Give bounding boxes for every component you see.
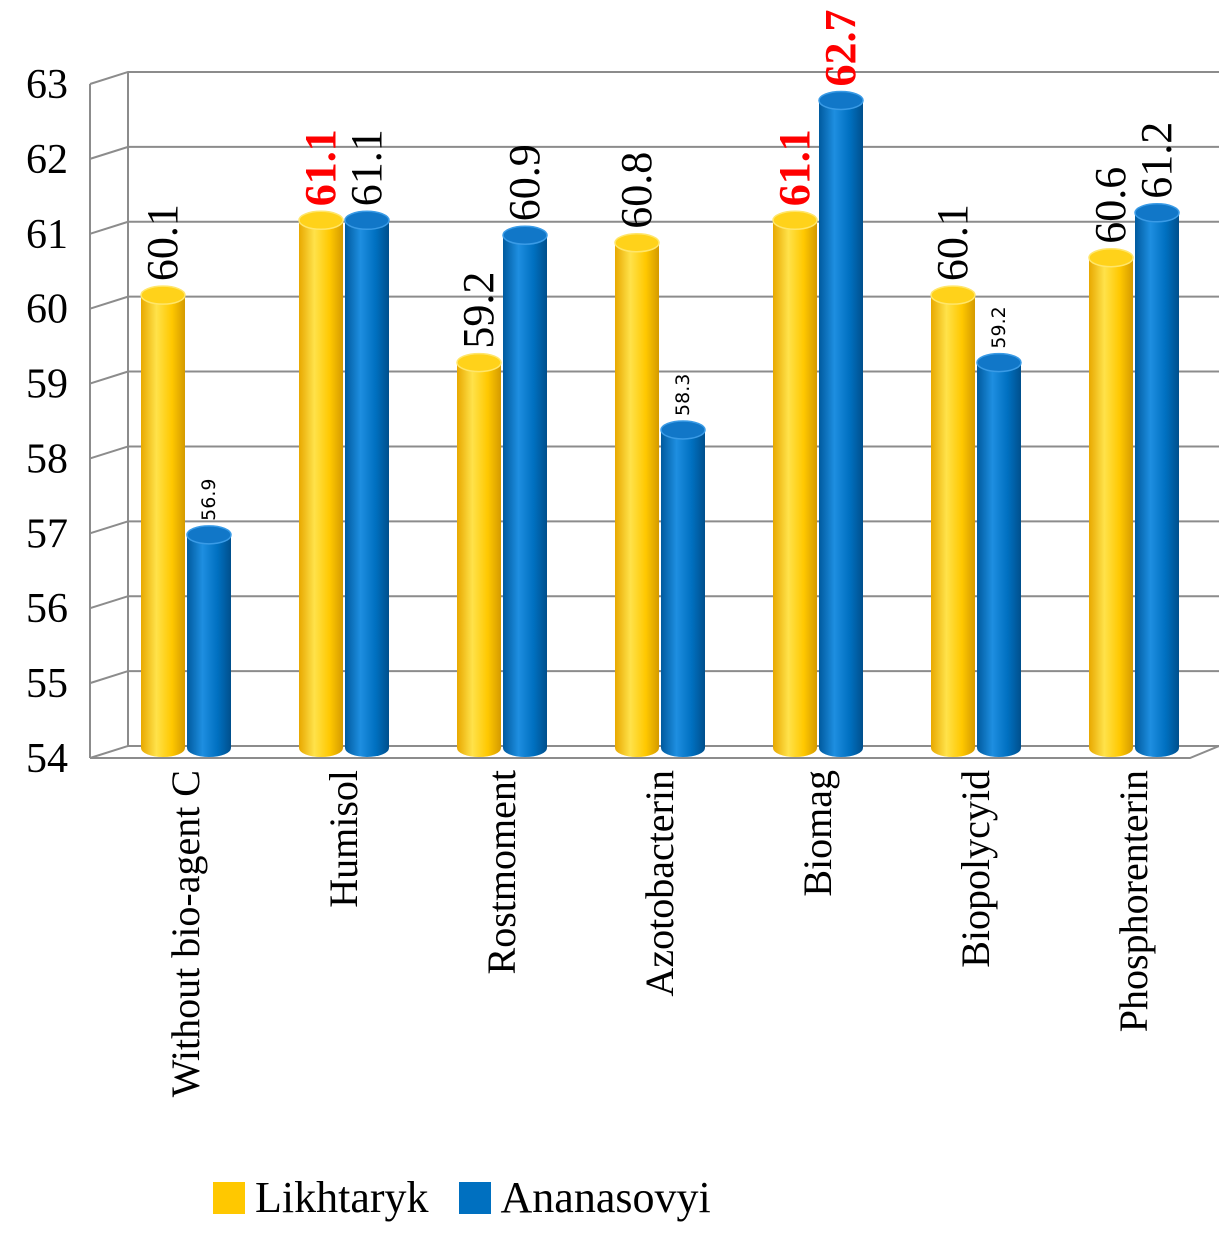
grid-layer: 54 55 56 57 58 59 60 61 62 63 xyxy=(26,62,1219,782)
bar-ananasovyi-5 xyxy=(976,352,1022,757)
bar-body xyxy=(773,220,817,758)
data-label-ananasovyi-6: 61.2 xyxy=(1132,122,1181,199)
bar-cap xyxy=(976,352,1022,373)
gridline xyxy=(89,71,1219,85)
x-category-label: Phosphorenterin xyxy=(1111,770,1156,1032)
bar-ananasovyi-4 xyxy=(818,90,864,757)
bars-layer xyxy=(140,90,1180,758)
data-label-ananasovyi-4: 62.7 xyxy=(816,9,865,86)
bar-cap xyxy=(1088,247,1134,268)
bar-cap xyxy=(502,225,548,246)
data-label-likhtaryk-2: 59.2 xyxy=(454,272,503,349)
x-category-label: Humisol xyxy=(321,770,366,908)
bar-likhtaryk-4 xyxy=(772,210,818,758)
y-tick-label: 63 xyxy=(26,62,68,108)
y-tick-label: 54 xyxy=(26,736,68,782)
bar-ananasovyi-3 xyxy=(660,420,706,757)
legend-swatch-ananasovyi xyxy=(458,1181,491,1214)
bar-likhtaryk-3 xyxy=(614,233,660,757)
y-tick-label: 61 xyxy=(26,212,68,258)
legend-label-likhtaryk: Likhtaryk xyxy=(255,1173,429,1222)
bar-cap xyxy=(140,285,186,305)
bar-cap xyxy=(1134,203,1180,223)
bar-likhtaryk-5 xyxy=(930,285,976,757)
bar-body xyxy=(931,295,975,757)
data-label-likhtaryk-1: 61.1 xyxy=(296,129,345,206)
data-label-ananasovyi-2: 60.9 xyxy=(500,144,549,221)
bar-likhtaryk-2 xyxy=(456,352,502,757)
bar-cap xyxy=(818,90,864,111)
bar-body xyxy=(819,100,863,757)
bar-body xyxy=(299,220,343,758)
data-label-ananasovyi-3: 58.3 xyxy=(672,374,694,416)
bar-cap xyxy=(456,352,502,373)
data-label-ananasovyi-5: 59.2 xyxy=(988,306,1010,348)
legend: Likhtaryk Ananasovyi xyxy=(213,1172,741,1223)
x-category-label: Biomag xyxy=(795,770,840,897)
data-label-likhtaryk-6: 60.6 xyxy=(1086,167,1135,244)
data-label-likhtaryk-3: 60.8 xyxy=(612,152,661,229)
x-category-label: Biopolycyid xyxy=(953,770,998,968)
bar-body xyxy=(1089,257,1133,757)
bar-body xyxy=(503,235,547,757)
bar-cap xyxy=(930,285,976,305)
bar-body xyxy=(615,242,659,757)
bar-cap xyxy=(298,210,344,231)
bar-body xyxy=(977,362,1021,757)
bar-likhtaryk-6 xyxy=(1088,247,1134,757)
bar-likhtaryk-0 xyxy=(140,285,186,757)
legend-label-ananasovyi: Ananasovyi xyxy=(500,1173,711,1222)
legend-swatch-likhtaryk xyxy=(213,1181,245,1214)
y-tick-label: 59 xyxy=(26,362,68,408)
data-label-ananasovyi-1: 61.1 xyxy=(342,129,391,206)
y-tick-label: 55 xyxy=(26,661,68,707)
bar-cap xyxy=(344,210,390,231)
bar-cap xyxy=(772,210,818,231)
y-tick-label: 58 xyxy=(26,436,68,482)
y-tick-label: 62 xyxy=(26,137,68,183)
bar-ananasovyi-0 xyxy=(186,525,232,757)
data-label-likhtaryk-0: 60.1 xyxy=(138,204,187,281)
bar-body xyxy=(661,429,705,757)
data-label-likhtaryk-4: 61.1 xyxy=(770,129,819,206)
bar-ananasovyi-2 xyxy=(502,225,548,757)
bar-cap xyxy=(186,525,232,545)
y-tick-label: 60 xyxy=(26,287,68,333)
bar-body xyxy=(1135,212,1179,758)
legend-item-ananasovyi: Ananasovyi xyxy=(458,1172,711,1223)
x-category-label: Rostmoment xyxy=(479,770,524,974)
bar-ananasovyi-6 xyxy=(1134,203,1180,758)
data-label-ananasovyi-0: 56.9 xyxy=(198,479,220,521)
bar-body xyxy=(345,220,389,757)
y-tick-label: 57 xyxy=(26,511,68,557)
floor-edge xyxy=(90,745,1219,759)
y-tick-label: 56 xyxy=(26,586,68,632)
x-category-label: Without bio-agent C xyxy=(163,770,208,1097)
x-category-label: Azotobacterin xyxy=(637,770,682,997)
bar-likhtaryk-1 xyxy=(298,210,344,758)
bar-body xyxy=(141,295,185,757)
bar-cap xyxy=(614,233,660,253)
bar-cap xyxy=(660,420,706,440)
legend-item-likhtaryk: Likhtaryk xyxy=(213,1172,429,1223)
data-label-likhtaryk-5: 60.1 xyxy=(928,204,977,281)
bar-ananasovyi-1 xyxy=(344,210,390,757)
bar-body xyxy=(187,534,231,757)
bar-body xyxy=(457,362,501,757)
